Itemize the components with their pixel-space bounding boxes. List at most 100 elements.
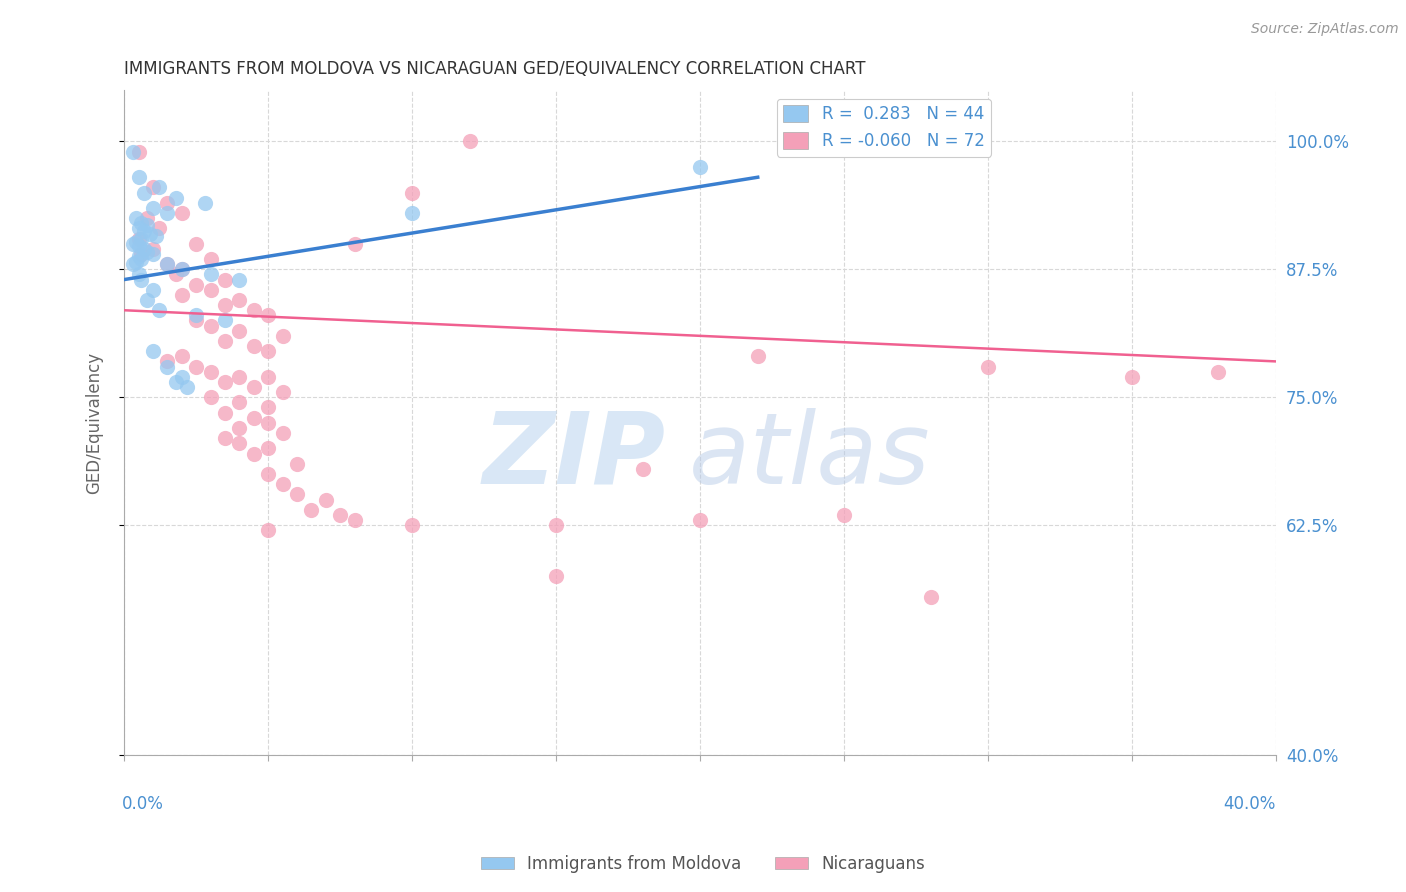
Point: [176, 380, 198, 394]
Point: [228, 369, 250, 384]
Point: [920, 590, 942, 604]
Point: [631, 462, 654, 476]
Point: [329, 508, 352, 522]
Point: [170, 349, 193, 363]
Point: [200, 365, 222, 379]
Point: [214, 406, 236, 420]
Legend: Immigrants from Moldova, Nicaraguans: Immigrants from Moldova, Nicaraguans: [474, 848, 932, 880]
Point: [271, 385, 294, 400]
Point: [121, 145, 143, 159]
Point: [134, 242, 156, 256]
Point: [832, 508, 855, 522]
Point: [458, 135, 481, 149]
Point: [124, 235, 146, 249]
Point: [1208, 365, 1230, 379]
Point: [145, 228, 167, 243]
Point: [124, 211, 146, 226]
Text: atlas: atlas: [689, 408, 931, 505]
Point: [148, 221, 170, 235]
Point: [170, 262, 193, 277]
Point: [142, 242, 165, 256]
Point: [136, 293, 159, 307]
Point: [228, 436, 250, 450]
Point: [343, 236, 366, 251]
Point: [131, 216, 153, 230]
Point: [228, 324, 250, 338]
Point: [156, 354, 179, 368]
Point: [271, 328, 294, 343]
Point: [271, 425, 294, 440]
Point: [257, 309, 280, 323]
Y-axis label: GED/Equivalency: GED/Equivalency: [86, 351, 103, 494]
Point: [747, 349, 769, 363]
Text: 40.0%: 40.0%: [1223, 796, 1277, 814]
Point: [128, 145, 150, 159]
Point: [257, 467, 280, 481]
Point: [200, 390, 222, 404]
Point: [121, 257, 143, 271]
Point: [200, 252, 222, 266]
Point: [156, 257, 179, 271]
Point: [131, 247, 153, 261]
Point: [214, 431, 236, 445]
Point: [170, 262, 193, 277]
Point: [136, 211, 159, 226]
Point: [142, 283, 165, 297]
Text: 0.0%: 0.0%: [122, 796, 163, 814]
Point: [401, 518, 423, 533]
Point: [689, 160, 711, 174]
Point: [242, 339, 264, 353]
Point: [200, 318, 222, 333]
Point: [689, 513, 711, 527]
Point: [546, 569, 568, 583]
Point: [156, 359, 179, 374]
Point: [128, 249, 150, 263]
Point: [214, 334, 236, 348]
Point: [257, 401, 280, 415]
Point: [242, 380, 264, 394]
Point: [142, 247, 165, 261]
Point: [977, 359, 1000, 374]
Point: [128, 232, 150, 246]
Text: Source: ZipAtlas.com: Source: ZipAtlas.com: [1251, 22, 1399, 37]
Point: [315, 492, 337, 507]
Legend: R =  0.283   N = 44, R = -0.060   N = 72: R = 0.283 N = 44, R = -0.060 N = 72: [776, 99, 991, 157]
Point: [131, 252, 153, 266]
Point: [228, 395, 250, 409]
Point: [184, 277, 207, 292]
Point: [343, 513, 366, 527]
Point: [271, 477, 294, 491]
Point: [228, 421, 250, 435]
Point: [257, 442, 280, 456]
Point: [156, 257, 179, 271]
Point: [242, 446, 264, 460]
Point: [142, 201, 165, 215]
Point: [257, 523, 280, 537]
Point: [165, 375, 187, 389]
Point: [124, 255, 146, 269]
Point: [401, 186, 423, 200]
Point: [131, 272, 153, 286]
Point: [194, 195, 217, 210]
Point: [285, 457, 308, 471]
Point: [139, 227, 162, 241]
Point: [228, 272, 250, 286]
Point: [148, 303, 170, 318]
Point: [170, 206, 193, 220]
Point: [121, 236, 143, 251]
Point: [214, 298, 236, 312]
Point: [200, 283, 222, 297]
Point: [242, 410, 264, 425]
Point: [184, 359, 207, 374]
Point: [257, 369, 280, 384]
Point: [257, 416, 280, 430]
Text: IMMIGRANTS FROM MOLDOVA VS NICARAGUAN GED/EQUIVALENCY CORRELATION CHART: IMMIGRANTS FROM MOLDOVA VS NICARAGUAN GE…: [124, 60, 866, 78]
Point: [128, 268, 150, 282]
Point: [214, 313, 236, 327]
Point: [299, 503, 322, 517]
Point: [184, 236, 207, 251]
Point: [170, 369, 193, 384]
Point: [134, 186, 156, 200]
Point: [142, 180, 165, 194]
Point: [165, 268, 187, 282]
